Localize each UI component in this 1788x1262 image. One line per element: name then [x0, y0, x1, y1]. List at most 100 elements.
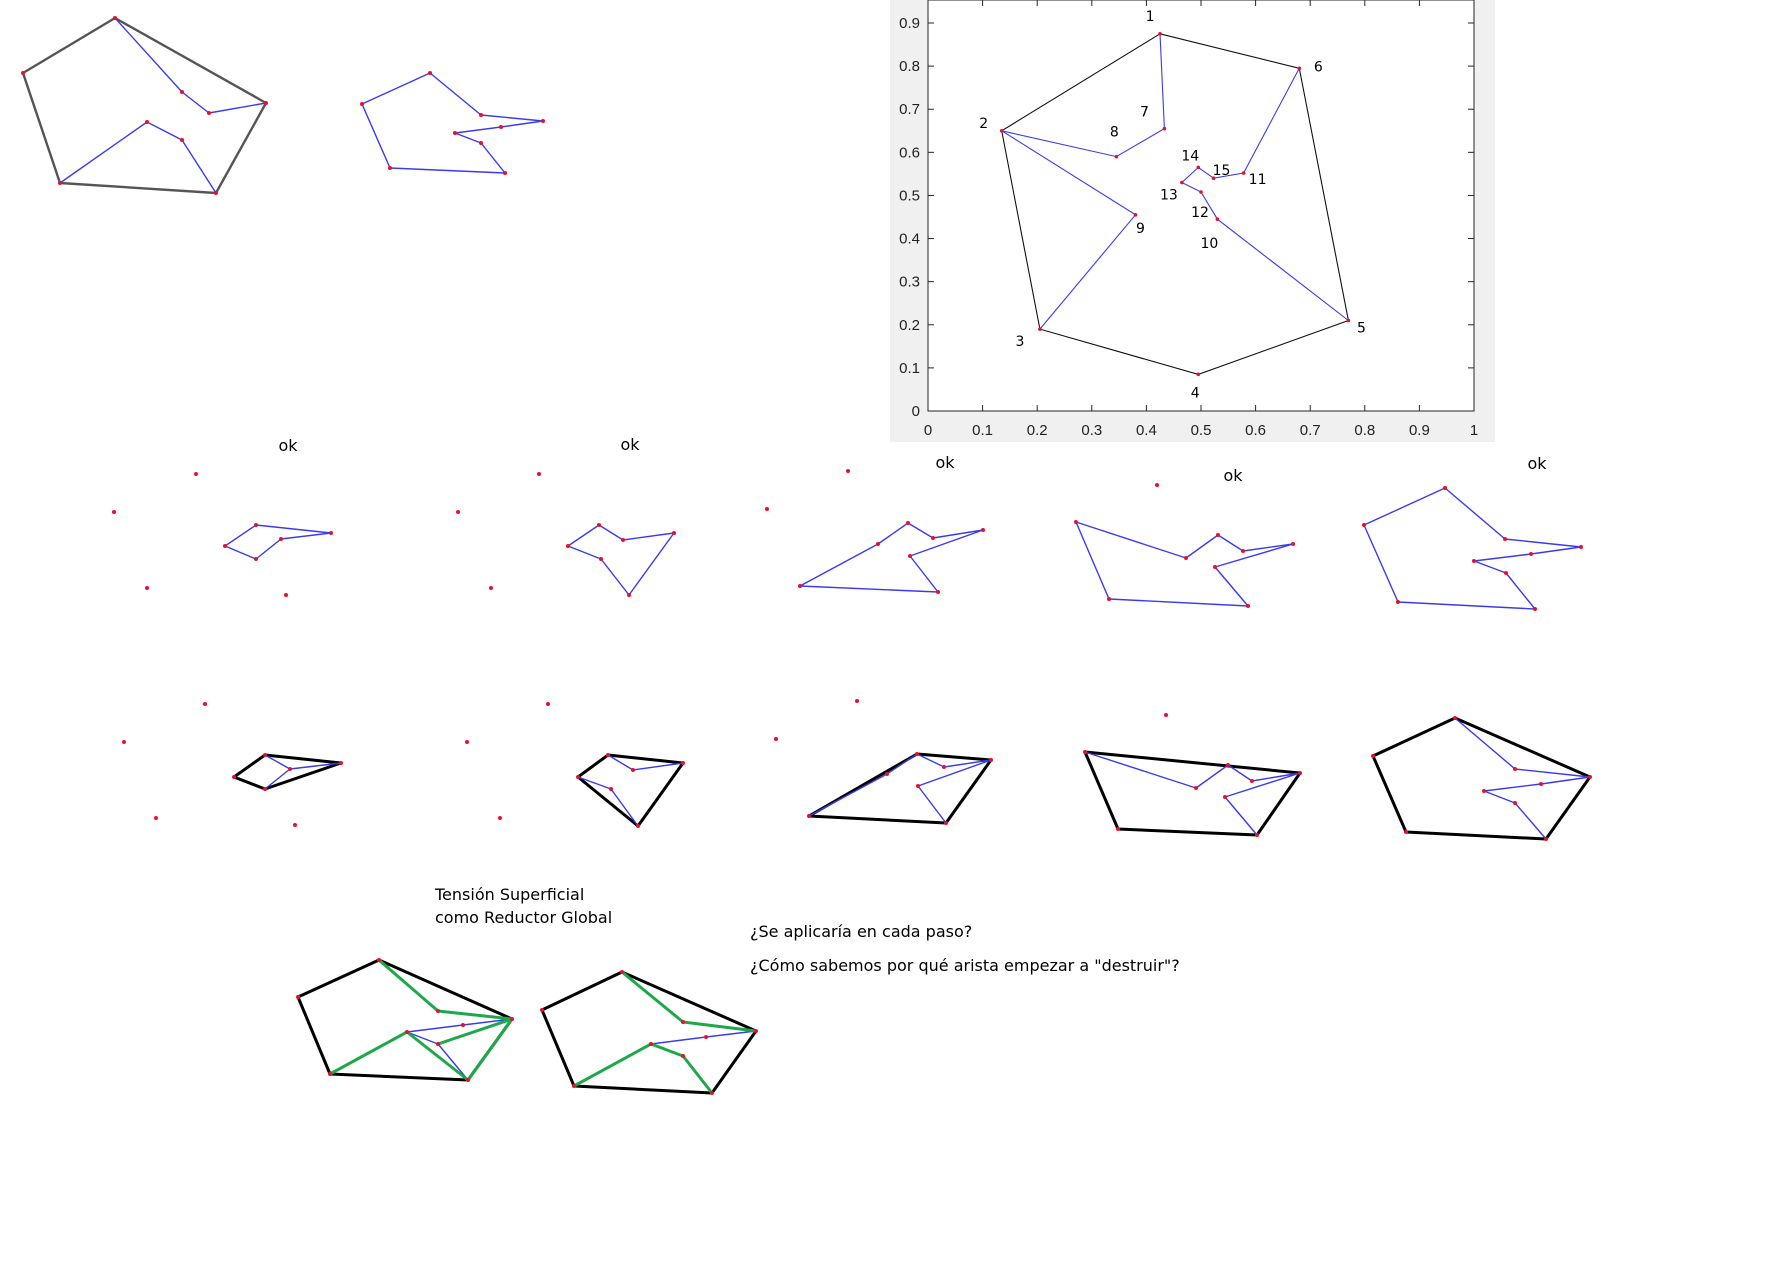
- bottom2-green: [572, 1042, 714, 1095]
- row2-shape3: [799, 522, 984, 593]
- row3-stray-point: [855, 699, 859, 703]
- x-tick-label: 0.1: [972, 422, 993, 439]
- row2-stray-point: [112, 510, 116, 514]
- row2-shape1-point: [254, 523, 258, 527]
- row3-shape3-point: [885, 772, 889, 776]
- row3-shape4-point: [1116, 827, 1120, 831]
- row2-shape4: [1075, 521, 1294, 607]
- row3-shape1-point: [339, 761, 343, 765]
- row3-inner4: [1084, 751, 1301, 836]
- bottom2-point: [620, 970, 624, 974]
- bottom2-point: [754, 1029, 758, 1033]
- row3-shape5-point: [1588, 775, 1592, 779]
- bottom2-point: [572, 1084, 576, 1088]
- row3-shape2-point: [631, 768, 635, 772]
- row2-shape4-point: [1107, 597, 1111, 601]
- plot-point-11: [1241, 171, 1246, 175]
- row2-shape3-point: [936, 590, 940, 594]
- row3-shape4-point: [1226, 763, 1230, 767]
- row2-shape5-point: [1443, 486, 1447, 490]
- bottom2-point: [710, 1091, 714, 1095]
- row2-shape5-point: [1579, 545, 1583, 549]
- row3-shape3-point: [916, 784, 920, 788]
- bottom1-point: [405, 1030, 409, 1034]
- sketch1-path-a: [114, 17, 267, 114]
- sketch2-point: [541, 119, 545, 123]
- plot-point-label-11: 11: [1249, 172, 1267, 188]
- bottom2-green: [620, 970, 685, 1024]
- row3-shape5-point: [1371, 754, 1375, 758]
- row3-shape2-point: [609, 787, 613, 791]
- plot-point-label-4: 4: [1191, 385, 1200, 401]
- sketch1-point: [180, 90, 184, 94]
- sketch1-point: [214, 191, 218, 195]
- plot-axes-box: [927, 0, 1475, 412]
- row2-shape3-point: [981, 528, 985, 532]
- plot-point-14: [1196, 165, 1201, 170]
- plot-path-line: [1180, 68, 1349, 321]
- row2-stray-point: [145, 586, 149, 590]
- row3-shape5-point: [1513, 801, 1517, 805]
- bottom1-point: [296, 995, 300, 999]
- row2-shape3-point: [931, 536, 935, 540]
- row3-stray-point: [498, 816, 502, 820]
- plot-point-label-10: 10: [1200, 236, 1218, 252]
- sketches: [21, 16, 1592, 1095]
- row2-shape1-point: [223, 544, 227, 548]
- x-tick-label: 1: [1470, 422, 1478, 439]
- plot-point-label-1: 1: [1146, 9, 1155, 25]
- row2-shape3-point: [876, 542, 880, 546]
- row2-shape5-point: [1504, 571, 1508, 575]
- sketch2-point: [479, 113, 483, 117]
- row3-inner5: [1454, 717, 1591, 840]
- sketch2-polygon: [361, 72, 544, 174]
- sketch2-point: [499, 125, 503, 129]
- plot-point-label-5: 5: [1357, 320, 1366, 336]
- x-tick-label: 0.4: [1136, 422, 1157, 439]
- row3-shape5-point: [1513, 767, 1517, 771]
- y-tick-label: 0.1: [899, 360, 920, 377]
- scatter-plot: 0 0.1 0.2 0.3 0.4 0.5 0.6 0.7 0.8 0.9 100.10.20.30…: [890, 0, 1495, 442]
- row3-stray-point: [546, 702, 550, 706]
- row2-shape5-point: [1503, 537, 1507, 541]
- sketch2-point: [453, 131, 457, 135]
- ok-label-3: ok: [935, 453, 955, 472]
- plot-point-label-14: 14: [1181, 148, 1199, 164]
- plot-point-5: [1346, 318, 1351, 323]
- row2-shape2-point: [599, 557, 603, 561]
- x-tick-label: 0.7: [1300, 422, 1321, 439]
- sketch2-point: [388, 166, 392, 170]
- plot-point-7: [1162, 126, 1167, 131]
- bottom2-point: [540, 1008, 544, 1012]
- plot-point-label-15: 15: [1213, 163, 1231, 179]
- row3-shape4-point: [1298, 771, 1302, 775]
- bottom2-hull: [540, 970, 758, 1095]
- row3-stray-point: [1164, 713, 1168, 717]
- row2-shape5: [1363, 487, 1582, 610]
- bottom2-point: [681, 1020, 685, 1024]
- row3-shape3-point: [944, 821, 948, 825]
- row3-stray-point: [774, 737, 778, 741]
- x-tick-label: 0.9: [1409, 422, 1430, 439]
- plot-point-4: [1196, 372, 1201, 377]
- row2-shape5-point: [1362, 523, 1366, 527]
- row3-shape4-point: [1250, 779, 1254, 783]
- bottom1-point: [466, 1078, 470, 1082]
- bottom2-green: [681, 1020, 758, 1033]
- note-question-1: ¿Se aplicaría en cada paso?: [750, 922, 972, 941]
- x-tick-label: 0.2: [1027, 422, 1048, 439]
- sketch1-point: [58, 181, 62, 185]
- row2-stray-point: [284, 593, 288, 597]
- row3-shape3-point: [807, 814, 811, 818]
- row3-stray-point: [465, 740, 469, 744]
- plot-point-label-7: 7: [1140, 105, 1149, 121]
- plot-point-label-6: 6: [1314, 59, 1323, 75]
- y-tick-label: 0.5: [899, 187, 920, 204]
- row2-shape2-point: [566, 544, 570, 548]
- row2-shape4-point: [1291, 542, 1295, 546]
- sketch2-point: [428, 71, 432, 75]
- row3-shape5-point: [1482, 789, 1486, 793]
- note-title-line1: Tensión Superficial: [434, 885, 584, 904]
- row2-stray-point: [194, 472, 198, 476]
